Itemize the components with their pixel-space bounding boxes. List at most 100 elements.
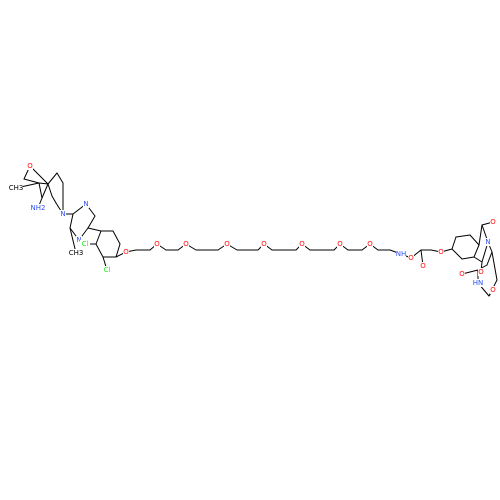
bond-26 <box>115 243 121 258</box>
atom-label-bg <box>438 248 444 256</box>
atom-label-glutarimide-O1: O <box>459 270 465 278</box>
atom-label-glutarimide-NH: HN <box>473 279 484 287</box>
atom-label-text: O <box>183 240 189 248</box>
atom-label-text: CH3 <box>9 184 24 192</box>
bond-68 <box>469 234 480 246</box>
atom-label-linker-NH: NH <box>396 250 407 258</box>
atom-label-bg <box>490 286 496 294</box>
atom-label-bg <box>337 240 343 248</box>
atom-label-bg <box>396 250 406 258</box>
atom-label-chloro-1: Cl <box>80 240 90 248</box>
atom-label-bg <box>102 266 112 274</box>
atom-label-text: Cl <box>82 240 89 248</box>
atom-label-text: O <box>438 248 444 256</box>
atom-label-text: O <box>478 268 484 276</box>
bond-75 <box>473 256 483 263</box>
atom-label-text: O <box>420 262 426 270</box>
atom-label-peg-O2: O <box>183 240 189 248</box>
bond-86 <box>491 251 498 281</box>
atom-label-text: O <box>154 240 160 248</box>
atom-label-peg-O7: O <box>367 240 373 248</box>
bond-79 <box>486 251 493 266</box>
atom-label-peg-O3: O <box>224 240 230 248</box>
atom-label-oxolane-O: O <box>27 162 33 170</box>
atom-label-bg <box>9 184 23 192</box>
atom-label-bg <box>408 254 414 262</box>
atom-label-bg <box>80 240 90 248</box>
atom-label-chloro-2: Cl <box>102 266 112 274</box>
atom-label-bg <box>60 210 66 218</box>
bond-15 <box>69 213 74 229</box>
bond-27 <box>112 230 121 245</box>
atom-label-text: Cl <box>104 266 111 274</box>
bond-22 <box>87 227 102 232</box>
atom-label-phenol-ether-O: O <box>438 248 444 256</box>
atom-label-text: O <box>27 162 33 170</box>
atom-label-pyrazine-methyl: CH3 <box>69 249 83 257</box>
bond-21 <box>69 227 77 254</box>
atom-label-bg <box>478 268 484 276</box>
bond-67 <box>455 234 471 238</box>
atom-label-bg <box>299 240 305 248</box>
atom-label-peg-O1: O <box>154 240 160 248</box>
bond-66 <box>451 236 457 250</box>
bond-1 <box>23 178 40 184</box>
atom-label-piperidine-N: N <box>60 210 66 218</box>
atom-label-text: O <box>408 254 414 262</box>
bond-18 <box>87 215 96 229</box>
atom-label-bg <box>485 238 491 246</box>
bond-layer <box>15 165 498 297</box>
atom-label-text: O <box>261 240 267 248</box>
bond-12 <box>51 195 57 204</box>
atom-label-bg <box>459 270 465 278</box>
atom-label-peg-O4: O <box>261 240 267 248</box>
bond-71 <box>451 248 463 260</box>
bond-8 <box>47 172 58 185</box>
atom-label-bg <box>154 240 160 248</box>
atom-label-text: O <box>459 270 465 278</box>
atom-label-bg <box>261 240 267 248</box>
atom-label-text: HN <box>473 279 484 287</box>
bond-23 <box>95 230 102 245</box>
atom-label-text: N <box>76 236 81 244</box>
atom-label-bg <box>490 218 496 226</box>
atom-label-bg <box>31 204 45 212</box>
atom-label-bg <box>473 279 483 287</box>
bond-69 <box>473 244 480 258</box>
atom-label-text: O <box>224 240 230 248</box>
bond-7 <box>41 183 49 199</box>
atom-label-text: N <box>485 238 490 246</box>
atom-label-ketone-O: O <box>420 262 426 270</box>
atom-label-text: O <box>337 240 343 248</box>
atom-label-text: NH <box>396 250 407 258</box>
atom-label-bg <box>420 262 426 270</box>
atom-label-bg <box>367 240 373 248</box>
atom-label-peg-O6: O <box>337 240 343 248</box>
atom-label-amine-N: NH2 <box>31 204 46 212</box>
atom-label-bg <box>123 248 129 256</box>
atom-label-methyl-label: CH3 <box>9 184 24 192</box>
atom-label-text: N <box>83 200 88 208</box>
bond-70 <box>461 256 475 260</box>
atom-label-bg <box>27 162 33 170</box>
atom-label-text: NH2 <box>31 204 46 212</box>
atom-label-imide-O-bottom: O <box>478 268 484 276</box>
atom-label-bg <box>76 236 82 244</box>
bond-72 <box>478 224 483 246</box>
atom-label-bg <box>69 249 83 257</box>
atom-label-text: O <box>490 286 496 294</box>
bond-13 <box>47 183 53 197</box>
atom-label-pyrazine-N2: N <box>76 236 82 244</box>
atom-label-imide-N: N <box>485 238 491 246</box>
atom-label-text: O <box>299 240 305 248</box>
atom-label-imide-O-top: O <box>490 218 496 226</box>
bond-5 <box>38 182 43 199</box>
atom-label-peg-O5: O <box>299 240 305 248</box>
atom-label-text: O <box>367 240 373 248</box>
atom-label-text: N <box>60 210 65 218</box>
atom-label-peg-O8: O <box>408 254 414 262</box>
atom-label-bg <box>83 200 89 208</box>
